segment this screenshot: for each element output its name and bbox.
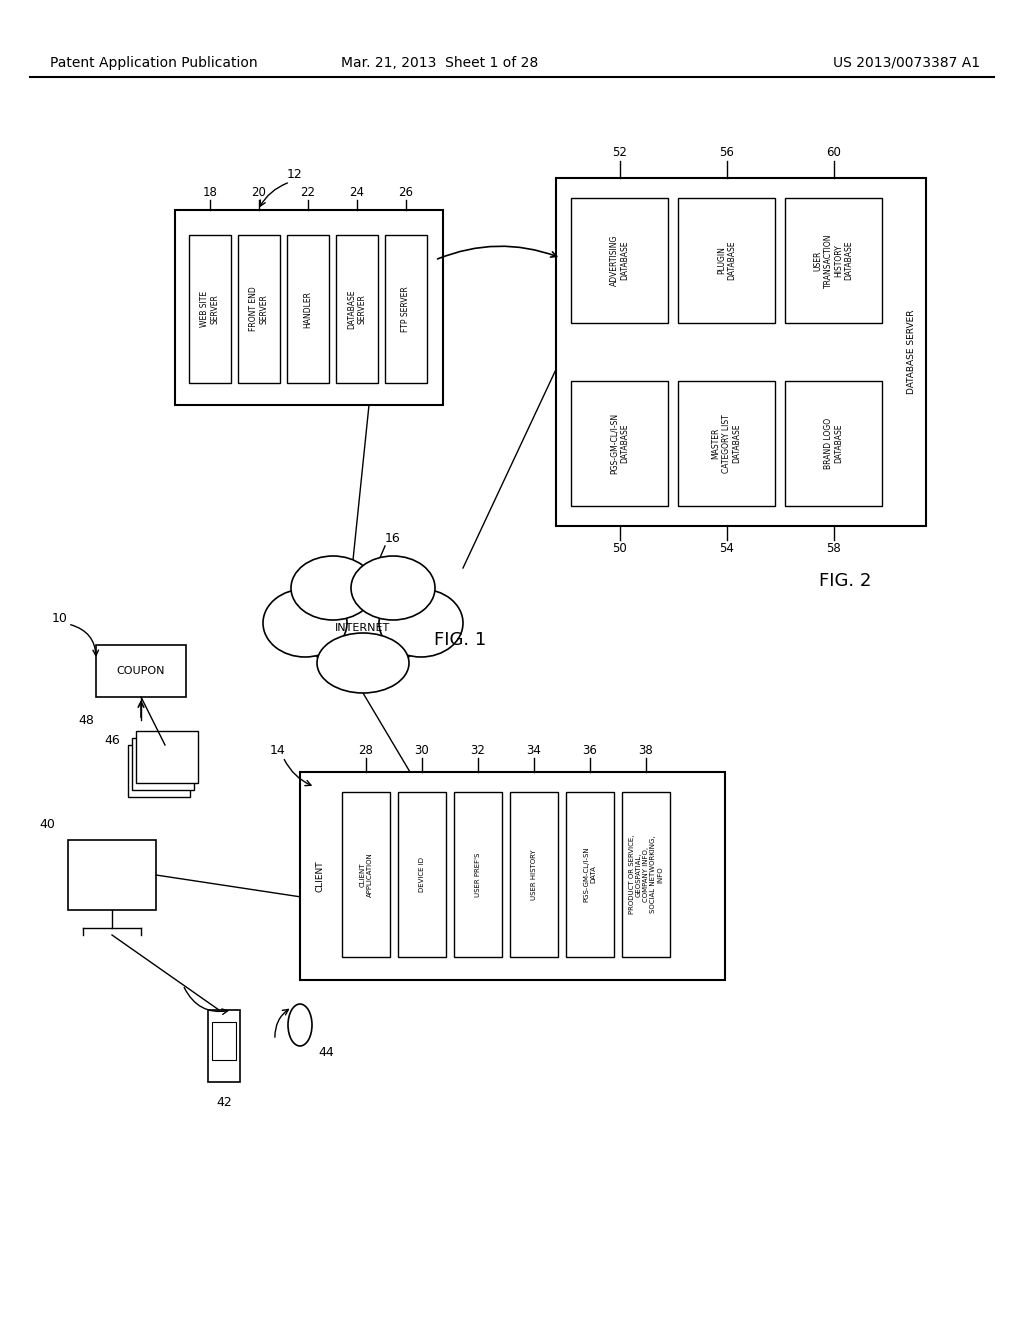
Text: 26: 26 — [398, 186, 414, 198]
Text: 14: 14 — [270, 743, 286, 756]
Ellipse shape — [263, 589, 347, 657]
FancyBboxPatch shape — [678, 198, 775, 323]
Text: 40: 40 — [39, 818, 55, 832]
Text: 58: 58 — [826, 541, 841, 554]
FancyBboxPatch shape — [385, 235, 427, 383]
FancyBboxPatch shape — [342, 792, 390, 957]
Text: DATABASE SERVER: DATABASE SERVER — [907, 310, 916, 395]
FancyBboxPatch shape — [300, 772, 725, 979]
Text: 42: 42 — [216, 1096, 231, 1109]
Text: 44: 44 — [318, 1047, 334, 1060]
FancyBboxPatch shape — [336, 235, 378, 383]
Text: COUPON: COUPON — [117, 667, 165, 676]
Text: 46: 46 — [104, 734, 120, 747]
Text: 20: 20 — [252, 186, 266, 198]
FancyBboxPatch shape — [208, 1010, 240, 1082]
Text: 54: 54 — [719, 541, 734, 554]
FancyBboxPatch shape — [238, 235, 280, 383]
Text: 22: 22 — [300, 186, 315, 198]
FancyBboxPatch shape — [189, 235, 231, 383]
Text: HANDLER: HANDLER — [303, 290, 312, 327]
Ellipse shape — [351, 556, 435, 620]
Text: FRONT END
SERVER: FRONT END SERVER — [249, 286, 268, 331]
FancyBboxPatch shape — [132, 738, 194, 789]
Text: ADVERTISING
DATABASE: ADVERTISING DATABASE — [610, 235, 629, 286]
FancyBboxPatch shape — [136, 731, 198, 783]
Text: 28: 28 — [358, 743, 374, 756]
Text: 18: 18 — [203, 186, 217, 198]
FancyBboxPatch shape — [398, 792, 446, 957]
Text: 16: 16 — [385, 532, 400, 544]
Text: Patent Application Publication: Patent Application Publication — [50, 55, 258, 70]
Text: US 2013/0073387 A1: US 2013/0073387 A1 — [833, 55, 980, 70]
FancyBboxPatch shape — [68, 840, 156, 909]
Text: FIG. 1: FIG. 1 — [434, 631, 486, 649]
FancyBboxPatch shape — [785, 381, 882, 506]
Ellipse shape — [317, 634, 409, 693]
Ellipse shape — [379, 589, 463, 657]
FancyBboxPatch shape — [566, 792, 614, 957]
FancyBboxPatch shape — [510, 792, 558, 957]
Text: DATABASE
SERVER: DATABASE SERVER — [347, 289, 367, 329]
Text: Mar. 21, 2013  Sheet 1 of 28: Mar. 21, 2013 Sheet 1 of 28 — [341, 55, 539, 70]
FancyBboxPatch shape — [175, 210, 443, 405]
Text: 30: 30 — [415, 743, 429, 756]
Text: PLUGIN
DATABASE: PLUGIN DATABASE — [717, 240, 736, 280]
FancyBboxPatch shape — [96, 645, 186, 697]
Text: WEB SITE
SERVER: WEB SITE SERVER — [201, 290, 220, 327]
Text: 10: 10 — [52, 611, 68, 624]
Text: MASTER
CATEGORY LIST
DATABASE: MASTER CATEGORY LIST DATABASE — [712, 414, 741, 473]
FancyBboxPatch shape — [128, 744, 190, 797]
FancyBboxPatch shape — [556, 178, 926, 525]
Text: DEVICE ID: DEVICE ID — [419, 857, 425, 892]
FancyBboxPatch shape — [571, 381, 668, 506]
Text: 38: 38 — [639, 743, 653, 756]
Text: 32: 32 — [471, 743, 485, 756]
Text: PRODUCT OR SERVICE,
GEOSPATIAL,
COMPANY INFO,
SOCIAL NETWORKING,
INFO: PRODUCT OR SERVICE, GEOSPATIAL, COMPANY … — [629, 834, 663, 915]
Ellipse shape — [288, 1005, 312, 1045]
Text: 24: 24 — [349, 186, 365, 198]
FancyBboxPatch shape — [287, 235, 329, 383]
Ellipse shape — [305, 581, 421, 675]
FancyBboxPatch shape — [785, 198, 882, 323]
Text: USER
TRANSACTION
HISTORY
DATABASE: USER TRANSACTION HISTORY DATABASE — [813, 234, 854, 288]
Text: 60: 60 — [826, 147, 841, 160]
Text: USER HISTORY: USER HISTORY — [531, 849, 537, 900]
Text: 56: 56 — [719, 147, 734, 160]
FancyBboxPatch shape — [622, 792, 670, 957]
Text: CLIENT
APPLICATION: CLIENT APPLICATION — [359, 853, 373, 896]
Text: 34: 34 — [526, 743, 542, 756]
Text: BRAND LOGO
DATABASE: BRAND LOGO DATABASE — [823, 418, 843, 469]
Text: 52: 52 — [612, 147, 627, 160]
Text: FIG. 2: FIG. 2 — [819, 572, 871, 590]
Text: USER PREF'S: USER PREF'S — [475, 853, 481, 896]
Text: CLIENT: CLIENT — [315, 861, 325, 892]
Text: 48: 48 — [78, 714, 94, 726]
Text: 12: 12 — [287, 169, 303, 181]
Text: PGS-GM-CL/I-SN
DATA: PGS-GM-CL/I-SN DATA — [584, 846, 597, 903]
FancyBboxPatch shape — [212, 1022, 236, 1060]
FancyBboxPatch shape — [454, 792, 502, 957]
Text: INTERNET: INTERNET — [336, 623, 390, 634]
FancyBboxPatch shape — [571, 198, 668, 323]
Ellipse shape — [291, 556, 375, 620]
Text: PGS-GM-CL/I-SN
DATABASE: PGS-GM-CL/I-SN DATABASE — [610, 413, 629, 474]
FancyBboxPatch shape — [678, 381, 775, 506]
Text: 36: 36 — [583, 743, 597, 756]
Text: FTP SERVER: FTP SERVER — [401, 286, 411, 331]
Text: 50: 50 — [612, 541, 627, 554]
